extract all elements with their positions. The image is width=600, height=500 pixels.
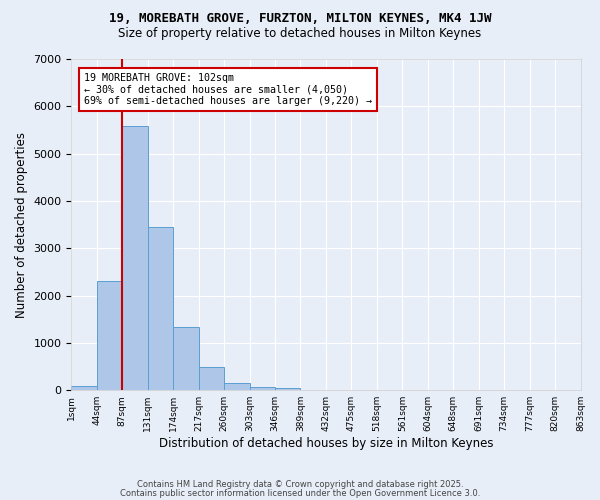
Text: Contains public sector information licensed under the Open Government Licence 3.: Contains public sector information licen… (120, 489, 480, 498)
X-axis label: Distribution of detached houses by size in Milton Keynes: Distribution of detached houses by size … (159, 437, 493, 450)
Text: 19 MOREBATH GROVE: 102sqm
← 30% of detached houses are smaller (4,050)
69% of se: 19 MOREBATH GROVE: 102sqm ← 30% of detac… (84, 73, 372, 106)
Bar (148, 227, 173, 390)
Y-axis label: Number of detached properties: Number of detached properties (15, 132, 28, 318)
Bar (71, 386, 97, 390)
Bar (250, 386, 275, 390)
Bar (122, 126, 148, 390)
Text: Contains HM Land Registry data © Crown copyright and database right 2025.: Contains HM Land Registry data © Crown c… (137, 480, 463, 489)
Bar (97, 282, 122, 390)
Bar (199, 368, 224, 390)
Bar (224, 383, 250, 390)
Bar (275, 388, 301, 390)
Text: 19, MOREBATH GROVE, FURZTON, MILTON KEYNES, MK4 1JW: 19, MOREBATH GROVE, FURZTON, MILTON KEYN… (109, 12, 491, 26)
Text: Size of property relative to detached houses in Milton Keynes: Size of property relative to detached ho… (118, 28, 482, 40)
Bar (173, 328, 199, 390)
